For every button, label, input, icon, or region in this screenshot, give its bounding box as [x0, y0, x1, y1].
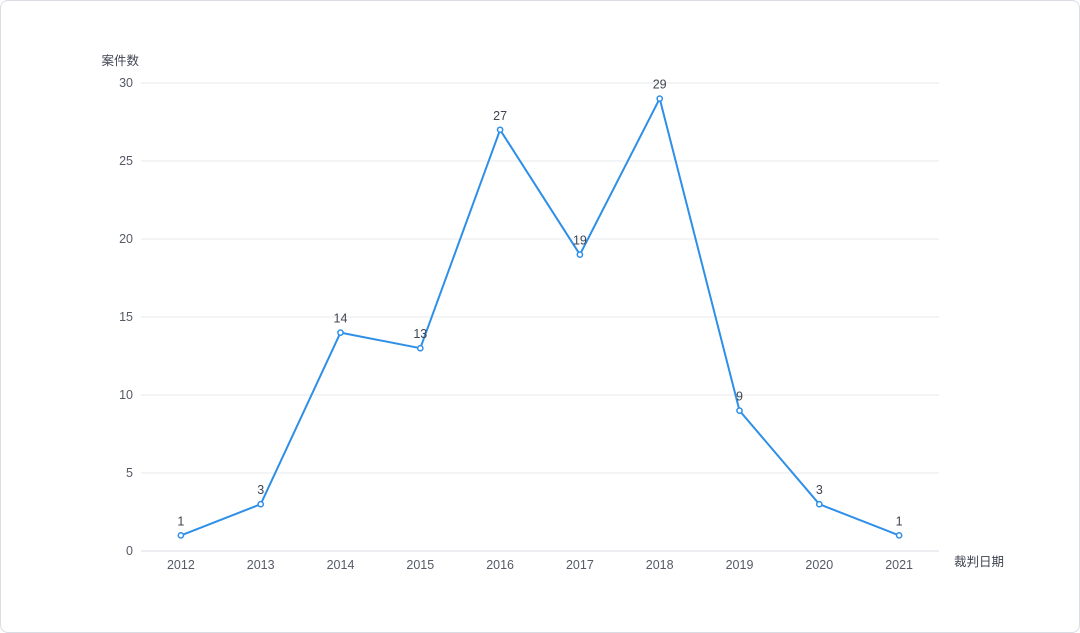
data-label: 13 — [413, 327, 427, 341]
y-tick-label: 5 — [126, 466, 133, 480]
data-label: 14 — [334, 312, 348, 326]
x-tick-label: 2012 — [167, 558, 195, 572]
data-label: 27 — [493, 109, 507, 123]
data-point — [576, 251, 584, 258]
x-tick-label: 2020 — [805, 558, 833, 572]
data-label: 1 — [177, 514, 184, 528]
series-group — [177, 95, 903, 539]
data-label: 29 — [653, 78, 667, 92]
y-tick-label: 25 — [119, 154, 133, 168]
x-tick-label: 2015 — [406, 558, 434, 572]
data-label: 1 — [896, 514, 903, 528]
data-point — [656, 95, 664, 102]
data-point — [337, 329, 344, 336]
x-tick-label: 2021 — [885, 558, 913, 572]
y-tick-label: 10 — [119, 388, 133, 402]
y-tick-label: 0 — [126, 544, 133, 558]
y-grid-lines — [141, 82, 939, 552]
x-tick-label: 2016 — [486, 558, 514, 572]
x-tick-labels: 2012 2013 2014 2015 2016 2017 2018 2019 2020 2021 — [167, 558, 913, 572]
y-tick-label: 15 — [119, 310, 133, 324]
data-point — [815, 500, 823, 508]
y-tick-labels: 0 5 10 15 20 25 30 — [119, 76, 133, 558]
x-axis-title: 裁判日期 — [954, 554, 1004, 569]
y-tick-label: 20 — [119, 232, 133, 246]
data-label: 19 — [573, 234, 587, 248]
x-tick-label: 2013 — [247, 558, 275, 572]
x-tick-label: 2018 — [646, 558, 674, 572]
data-point — [895, 532, 903, 539]
data-point — [257, 500, 265, 508]
data-point — [177, 532, 185, 539]
data-label: 9 — [736, 390, 743, 404]
data-label: 3 — [816, 483, 823, 497]
x-tick-label: 2014 — [327, 558, 355, 572]
y-tick-label: 30 — [119, 76, 133, 90]
data-point — [736, 407, 743, 414]
data-point — [416, 344, 424, 352]
data-label: 3 — [257, 483, 264, 497]
x-tick-label: 2017 — [566, 558, 594, 572]
series-line — [180, 97, 900, 537]
y-axis-title: 案件数 — [101, 53, 139, 68]
data-point — [496, 126, 504, 134]
x-tick-label: 2019 — [726, 558, 754, 572]
